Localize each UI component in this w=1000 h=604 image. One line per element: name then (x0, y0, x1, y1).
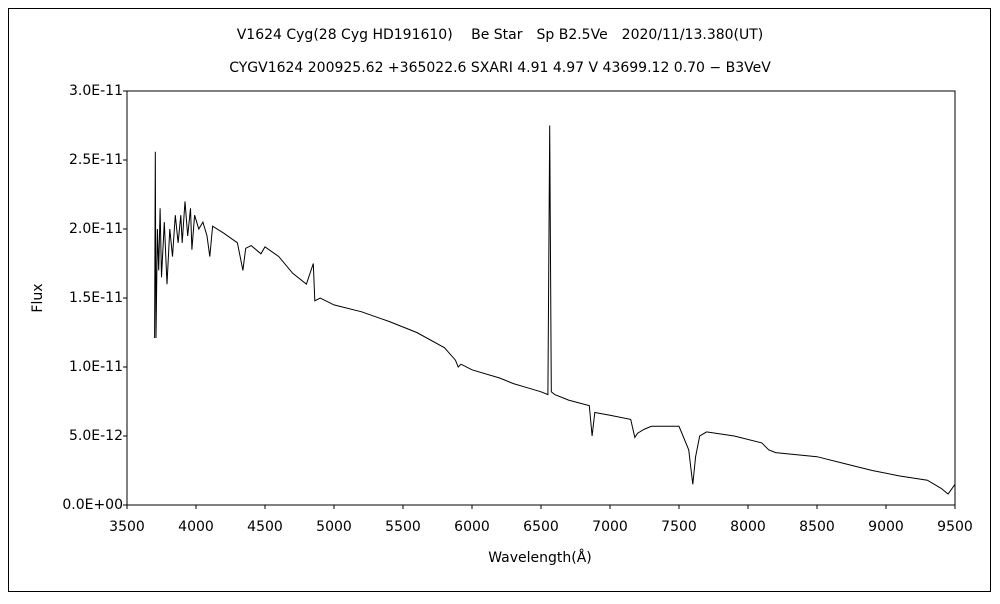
x-tick-label: 6500 (523, 519, 559, 535)
x-tick-label: 4500 (247, 519, 283, 535)
x-tick-label: 7500 (661, 519, 697, 535)
x-tick-label: 5000 (316, 519, 352, 535)
x-tick-label: 9000 (868, 519, 904, 535)
y-tick-label: 3.0E-11 (69, 83, 123, 99)
y-tick-label: 1.5E-11 (69, 290, 123, 306)
spectrum-line (154, 125, 956, 495)
y-axis-label: Flux (30, 283, 46, 312)
chart-border (8, 8, 991, 592)
y-tick-label: 1.0E-11 (69, 359, 123, 375)
y-tick-label: 2.0E-11 (69, 221, 123, 237)
x-tick-label: 8000 (730, 519, 766, 535)
x-tick-label: 4000 (178, 519, 214, 535)
y-tick-label: 2.5E-11 (69, 152, 123, 168)
y-tick-label: 0.0E+00 (62, 497, 123, 513)
x-axis-label: Wavelength(Å) (488, 549, 592, 566)
x-tick-label: 8500 (799, 519, 835, 535)
chart-subtitle: CYGV1624 200925.62 +365022.6 SXARI 4.91 … (229, 60, 771, 76)
x-tick-label: 5500 (385, 519, 421, 535)
x-tick-label: 6000 (454, 519, 490, 535)
x-tick-label: 3500 (109, 519, 145, 535)
y-tick-label: 5.0E-12 (69, 428, 123, 444)
x-tick-label: 9500 (937, 519, 973, 535)
chart-title: V1624 Cyg(28 Cyg HD191610) Be Star Sp B2… (237, 27, 764, 43)
x-tick-label: 7000 (592, 519, 628, 535)
